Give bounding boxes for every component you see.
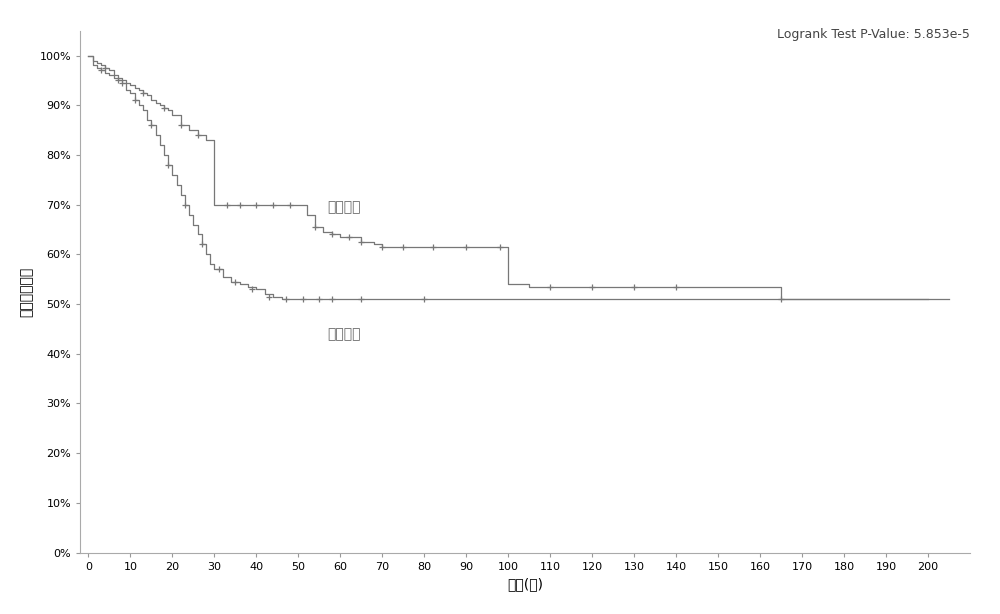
Text: 低风险组: 低风险组: [328, 200, 361, 214]
Text: 高风险组: 高风险组: [328, 327, 361, 341]
Y-axis label: 肿瘾无病生存: 肿瘾无病生存: [20, 266, 34, 317]
X-axis label: 时间(月): 时间(月): [507, 577, 543, 591]
Text: Logrank Test P-Value: 5.853e-5: Logrank Test P-Value: 5.853e-5: [777, 28, 970, 41]
